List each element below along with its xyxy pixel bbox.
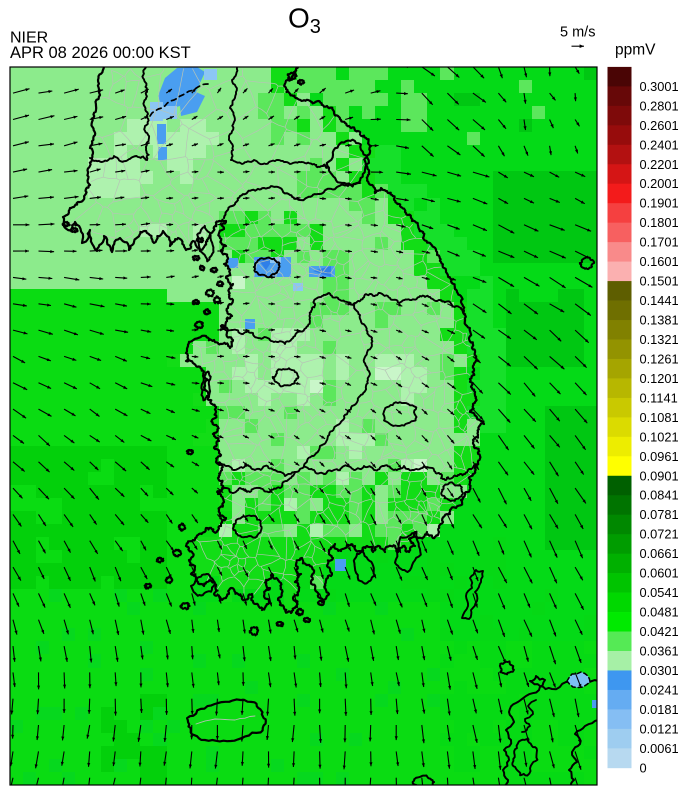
svg-text:0.0361: 0.0361: [640, 644, 679, 659]
svg-text:0.0841: 0.0841: [640, 488, 679, 503]
svg-text:0.1081: 0.1081: [640, 410, 679, 425]
svg-text:0.0421: 0.0421: [640, 624, 679, 639]
svg-text:0.0901: 0.0901: [640, 468, 679, 483]
svg-text:0.0301: 0.0301: [640, 663, 679, 678]
svg-text:0.2801: 0.2801: [640, 98, 679, 113]
svg-text:0.0721: 0.0721: [640, 527, 679, 542]
svg-text:0.0481: 0.0481: [640, 605, 679, 620]
svg-text:0.2001: 0.2001: [640, 176, 679, 191]
svg-text:0.0541: 0.0541: [640, 585, 679, 600]
svg-text:0.1901: 0.1901: [640, 196, 679, 211]
svg-text:0.1441: 0.1441: [640, 293, 679, 308]
svg-text:0.2401: 0.2401: [640, 137, 679, 152]
svg-text:0.1021: 0.1021: [640, 429, 679, 444]
svg-text:0.1801: 0.1801: [640, 215, 679, 230]
svg-text:0.1501: 0.1501: [640, 274, 679, 289]
svg-text:0.1601: 0.1601: [640, 254, 679, 269]
svg-text:0.3001: 0.3001: [640, 79, 679, 94]
svg-text:0: 0: [640, 760, 647, 775]
svg-text:5 m/s: 5 m/s: [560, 25, 595, 41]
svg-text:0.1261: 0.1261: [640, 351, 679, 366]
svg-text:ppmV: ppmV: [615, 42, 656, 59]
svg-text:0.0961: 0.0961: [640, 449, 679, 464]
svg-text:0.0181: 0.0181: [640, 702, 679, 717]
svg-text:0.0781: 0.0781: [640, 507, 679, 522]
svg-text:0.1201: 0.1201: [640, 371, 679, 386]
svg-text:0.1141: 0.1141: [640, 390, 678, 405]
svg-text:0.1321: 0.1321: [640, 332, 679, 347]
svg-text:0.2201: 0.2201: [640, 157, 679, 172]
svg-text:0.1381: 0.1381: [640, 313, 679, 328]
svg-text:0.0241: 0.0241: [640, 682, 679, 697]
svg-text:0.2601: 0.2601: [640, 118, 679, 133]
svg-text:0.0601: 0.0601: [640, 566, 679, 581]
svg-text:0.0061: 0.0061: [640, 741, 679, 756]
svg-text:0.0661: 0.0661: [640, 546, 679, 561]
svg-text:0.1701: 0.1701: [640, 235, 679, 250]
svg-text:0.0121: 0.0121: [640, 721, 679, 736]
svg-text:APR 08 2026 00:00 KST: APR 08 2026 00:00 KST: [10, 44, 191, 62]
svg-text:NIER: NIER: [10, 30, 48, 47]
